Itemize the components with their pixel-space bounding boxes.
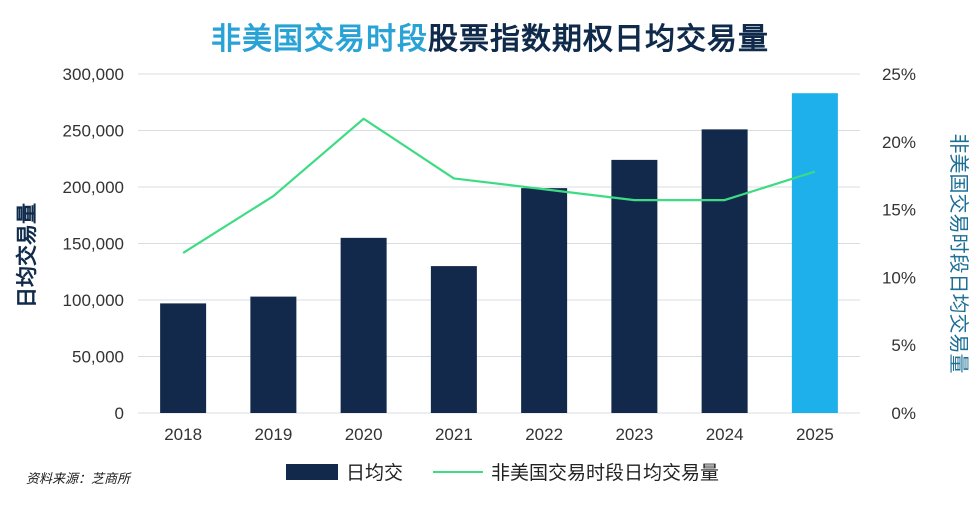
bar bbox=[701, 129, 748, 413]
legend-line-swatch bbox=[433, 470, 484, 473]
y-tick-label: 300,000 bbox=[63, 65, 124, 84]
y-tick-label: 100,000 bbox=[63, 291, 124, 310]
source-note: 资料来源：芝商所 bbox=[26, 472, 131, 487]
chart-title-highlight: 非美国交易时段 bbox=[211, 22, 428, 57]
series-line bbox=[182, 117, 816, 254]
y2-tick-label: 0% bbox=[891, 404, 916, 423]
bar bbox=[340, 237, 387, 413]
x-tick-label: 2020 bbox=[345, 425, 383, 444]
x-tick-label: 2022 bbox=[525, 425, 563, 444]
chart-title: 非美国交易时段股票指数期权日均交易量 bbox=[0, 14, 980, 58]
legend-bar-swatch bbox=[286, 463, 338, 480]
y2-tick-label: 20% bbox=[882, 133, 916, 152]
legend: 日均交 非美国交易时段日均交易量 bbox=[286, 458, 719, 485]
y2-tick-label: 25% bbox=[882, 65, 916, 84]
legend-bar-label: 日均交 bbox=[346, 462, 404, 484]
bar bbox=[430, 266, 477, 413]
bar bbox=[160, 303, 207, 413]
y-axis-label: 日均交易量 bbox=[15, 203, 39, 308]
x-tick-label: 2023 bbox=[615, 425, 653, 444]
chart-title-rest: 股票指数期权日均交易量 bbox=[428, 22, 769, 57]
y2-tick-label: 5% bbox=[891, 336, 916, 355]
x-tick-label: 2025 bbox=[796, 425, 834, 444]
bar bbox=[611, 159, 658, 413]
bar bbox=[250, 296, 297, 413]
x-tick-label: 2024 bbox=[706, 425, 744, 444]
y-tick-label: 250,000 bbox=[63, 122, 124, 141]
bar bbox=[521, 188, 568, 413]
y-tick-label: 0 bbox=[115, 404, 124, 423]
y2-tick-label: 10% bbox=[882, 268, 916, 287]
bar bbox=[791, 93, 838, 414]
y-tick-label: 50,000 bbox=[72, 348, 124, 367]
y2-axis-label: 非美国交易时段日均交易量 bbox=[947, 134, 971, 374]
x-tick-label: 2021 bbox=[435, 425, 473, 444]
y-tick-label: 200,000 bbox=[63, 178, 124, 197]
y-tick-label: 150,000 bbox=[63, 235, 124, 254]
legend-line-label: 非美国交易时段日均交易量 bbox=[491, 462, 720, 484]
x-tick-label: 2019 bbox=[254, 425, 292, 444]
x-tick-label: 2018 bbox=[164, 425, 202, 444]
y2-tick-label: 15% bbox=[882, 201, 916, 220]
